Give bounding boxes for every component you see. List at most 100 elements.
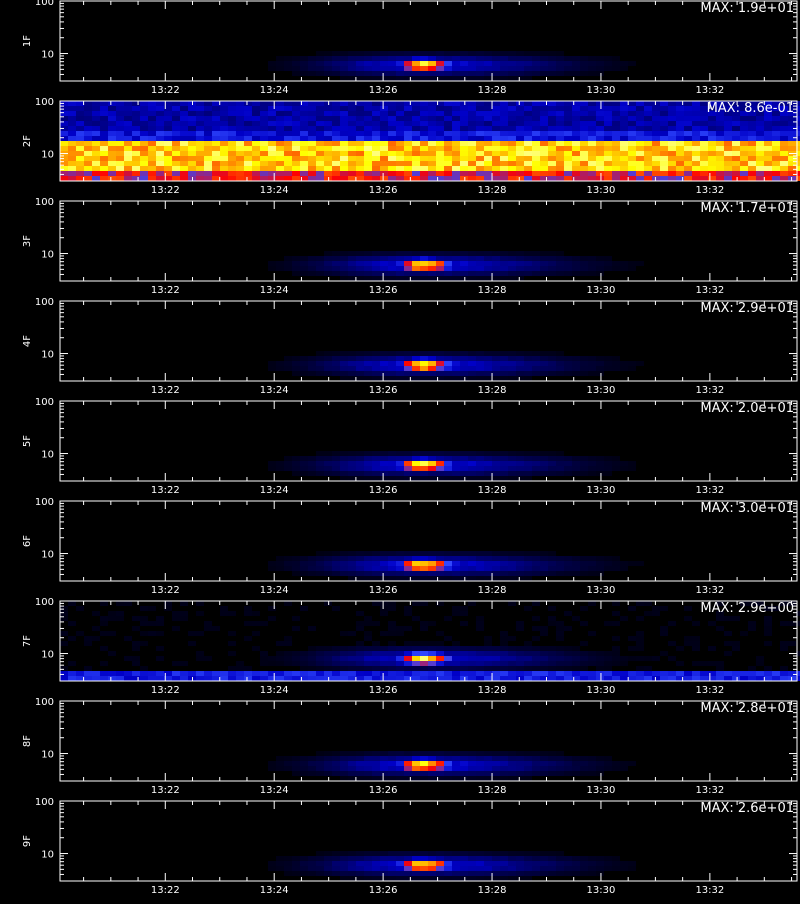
panel-label: 8F — [22, 735, 33, 747]
x-tick-label: 13:22 — [151, 385, 180, 396]
x-tick-label: 13:30 — [587, 485, 616, 496]
plot-frame — [59, 700, 798, 782]
panel-2f: 10 100 13:22 13:24 13:26 13:28 13:30 13:32 2F MAX… — [22, 97, 800, 196]
x-tick-label: 13:22 — [151, 285, 180, 296]
heatmap-6f — [268, 551, 644, 581]
panel-label: 4F — [22, 335, 33, 347]
x-tick-label: 13:28 — [478, 285, 507, 296]
panel-5f: 10 100 13:22 13:24 13:26 13:28 13:30 13:32 5F MAX… — [22, 397, 798, 496]
y-tick-label: 10 — [41, 350, 54, 361]
x-tick-label: 13:32 — [695, 485, 724, 496]
x-tick-label: 13:30 — [587, 385, 616, 396]
max-label: MAX: 1.9e+01 — [700, 1, 794, 16]
x-tick-label: 13:32 — [695, 285, 724, 296]
x-tick-label: 13:22 — [151, 885, 180, 896]
x-tick-label: 13:32 — [695, 885, 724, 896]
x-tick-label: 13:26 — [369, 85, 398, 96]
panel-1f: 10 100 13:22 13:24 13:26 13:28 13:30 13:32 1F MAX… — [22, 0, 798, 96]
y-tick-label: 10 — [41, 150, 54, 161]
x-tick-label: 13:26 — [369, 185, 398, 196]
y-tick-label: 10 — [41, 550, 54, 561]
plot-frame — [59, 500, 798, 582]
x-tick-label: 13:26 — [369, 685, 398, 696]
x-tick-label: 13:24 — [260, 185, 289, 196]
max-label: MAX: 2.6e+01 — [700, 801, 794, 816]
y-tick-label: 10 — [41, 750, 54, 761]
x-tick-label: 13:28 — [478, 885, 507, 896]
plot-frame — [59, 600, 798, 682]
x-tick-label: 13:24 — [260, 685, 289, 696]
y-tick-label: 100 — [35, 297, 54, 308]
y-tick-label: 100 — [35, 597, 54, 608]
x-tick-label: 13:32 — [695, 185, 724, 196]
panel-label: 6F — [22, 535, 33, 547]
y-tick-label: 10 — [41, 250, 54, 261]
y-tick-label: 100 — [35, 0, 54, 8]
y-tick-label: 100 — [35, 97, 54, 108]
x-tick-label: 13:26 — [369, 585, 398, 596]
plot-frame — [59, 800, 798, 882]
x-tick-label: 13:28 — [478, 185, 507, 196]
x-tick-label: 13:32 — [695, 685, 724, 696]
y-tick-label: 100 — [35, 197, 54, 208]
x-tick-label: 13:26 — [369, 385, 398, 396]
x-tick-label: 13:22 — [151, 785, 180, 796]
x-tick-label: 13:22 — [151, 685, 180, 696]
y-tick-label: 10 — [41, 50, 54, 61]
panel-label: 1F — [22, 35, 33, 47]
x-tick-label: 13:30 — [587, 585, 616, 596]
x-tick-label: 13:24 — [260, 785, 289, 796]
panel-7f: 10 100 13:22 13:24 13:26 13:28 13:30 13:32 7F MAX… — [22, 597, 800, 696]
max-label: MAX: 2.9e+00 — [700, 601, 794, 616]
panel-label: 5F — [22, 435, 33, 447]
max-label: MAX: 2.9e+01 — [700, 301, 794, 316]
x-tick-label: 13:24 — [260, 385, 289, 396]
x-tick-label: 13:30 — [587, 85, 616, 96]
max-label: MAX: 8.6e-01 — [707, 101, 794, 116]
heatmap-8f — [268, 751, 636, 781]
max-label: MAX: 1.7e+01 — [700, 201, 794, 216]
x-tick-label: 13:24 — [260, 285, 289, 296]
y-tick-label: 10 — [41, 650, 54, 661]
x-tick-label: 13:28 — [478, 785, 507, 796]
x-tick-label: 13:28 — [478, 585, 507, 596]
x-tick-label: 13:22 — [151, 85, 180, 96]
x-tick-label: 13:30 — [587, 685, 616, 696]
x-tick-label: 13:24 — [260, 85, 289, 96]
heatmap-4f — [268, 351, 644, 381]
max-label: MAX: 2.0e+01 — [700, 401, 794, 416]
panel-label: 7F — [22, 635, 33, 647]
heatmap-5f — [268, 451, 636, 481]
y-tick-label: 100 — [35, 697, 54, 708]
plot-frame — [59, 100, 798, 182]
x-tick-label: 13:24 — [260, 485, 289, 496]
x-tick-label: 13:22 — [151, 485, 180, 496]
x-tick-label: 13:28 — [478, 685, 507, 696]
plot-frame — [59, 300, 798, 382]
x-tick-label: 13:30 — [587, 185, 616, 196]
x-tick-label: 13:26 — [369, 485, 398, 496]
y-tick-label: 10 — [41, 450, 54, 461]
heatmap-7f — [60, 601, 800, 681]
x-tick-label: 13:24 — [260, 585, 289, 596]
x-tick-label: 13:22 — [151, 585, 180, 596]
x-tick-label: 13:26 — [369, 785, 398, 796]
x-tick-label: 13:26 — [369, 885, 398, 896]
x-tick-label: 13:32 — [695, 385, 724, 396]
max-label: MAX: 2.8e+01 — [700, 701, 794, 716]
heatmap-1f — [268, 51, 636, 81]
panel-3f: 10 100 13:22 13:24 13:26 13:28 13:30 13:32 3F MAX… — [22, 197, 798, 296]
y-tick-label: 100 — [35, 797, 54, 808]
plot-frame — [59, 0, 798, 82]
panel-8f: 10 100 13:22 13:24 13:26 13:28 13:30 13:32 8F MAX… — [22, 697, 798, 796]
x-tick-label: 13:30 — [587, 285, 616, 296]
panel-label: 3F — [22, 235, 33, 247]
x-tick-label: 13:28 — [478, 385, 507, 396]
plot-frame — [59, 400, 798, 482]
y-tick-label: 100 — [35, 397, 54, 408]
max-label: MAX: 3.0e+01 — [700, 501, 794, 516]
x-tick-label: 13:32 — [695, 785, 724, 796]
panel-label: 9F — [22, 835, 33, 847]
x-tick-label: 13:28 — [478, 485, 507, 496]
